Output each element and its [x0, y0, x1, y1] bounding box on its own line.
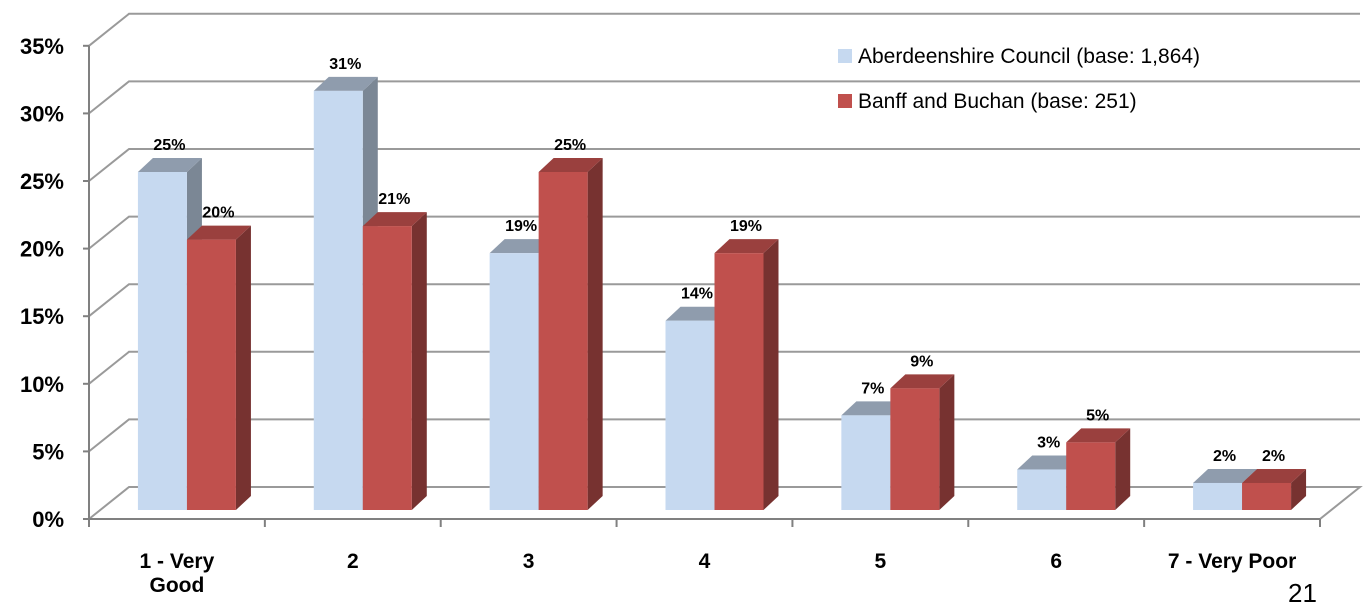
slide-number: 21	[1288, 578, 1317, 608]
bar-top	[137, 158, 202, 172]
bar-top	[714, 239, 779, 254]
bar-top	[362, 212, 427, 227]
gridline	[88, 12, 1360, 47]
x-category-label: 4	[699, 550, 711, 573]
bar-side	[411, 212, 427, 510]
x-category-label: 2	[347, 550, 359, 573]
data-label: 7%	[861, 380, 884, 397]
data-label: 14%	[681, 286, 713, 303]
y-tick-label: 35%	[20, 34, 64, 59]
gridline	[88, 283, 1360, 317]
bar-side	[763, 239, 779, 510]
x-category-label: Good	[150, 574, 205, 597]
bar	[538, 172, 588, 510]
y-tick-label: 30%	[20, 101, 64, 126]
data-label: 20%	[202, 205, 234, 222]
bar-top	[1066, 428, 1131, 443]
x-category-label: 1 - Very	[140, 550, 215, 573]
bars	[137, 76, 1307, 510]
bar	[841, 415, 891, 510]
data-label: 25%	[153, 137, 185, 154]
data-label: 19%	[730, 218, 762, 235]
y-tick-label: 20%	[20, 237, 64, 262]
y-tick-label: 10%	[20, 372, 64, 397]
y-tick-label: 15%	[20, 304, 64, 329]
x-category-label: 3	[523, 550, 535, 573]
data-label: 2%	[1262, 448, 1285, 465]
bar-top	[489, 239, 554, 254]
bar	[186, 239, 236, 510]
x-category-label: 6	[1050, 550, 1062, 573]
bar-top	[1242, 468, 1307, 483]
legend-label: Banff and Buchan (base: 251)	[858, 90, 1137, 113]
axes	[88, 45, 1321, 527]
legend-swatch	[838, 94, 852, 108]
bar-side	[587, 158, 603, 510]
bar	[714, 253, 764, 510]
bar	[362, 226, 412, 510]
bar	[1066, 442, 1116, 510]
legend-label: Aberdeenshire Council (base: 1,864)	[858, 45, 1200, 68]
bar	[1242, 482, 1292, 510]
data-label: 9%	[910, 353, 933, 370]
bar-side	[1291, 468, 1307, 510]
data-label: 31%	[329, 56, 361, 73]
bar	[890, 388, 940, 510]
bar	[1017, 469, 1067, 510]
bar	[137, 172, 187, 510]
data-label: 21%	[378, 191, 410, 208]
bar-side	[1115, 428, 1131, 510]
legend: Aberdeenshire Council (base: 1,864) Banff…	[838, 45, 1200, 113]
bar-side	[939, 374, 955, 510]
x-category-label: 7 - Very Poor	[1168, 550, 1296, 573]
legend-swatch	[838, 49, 852, 63]
bar-top	[1017, 455, 1082, 470]
gridline	[88, 148, 1360, 182]
bar-top	[665, 306, 730, 321]
data-labels: 25% 20% 31% 21% 19% 25% 14% 19% 7% 9% 3% 5% 2% 2%	[153, 56, 1285, 465]
data-label: 5%	[1086, 407, 1109, 424]
bar-top	[538, 158, 603, 172]
y-axis-ticks: 0% 5% 10% 15% 20% 25% 30% 35%	[20, 34, 89, 532]
bar	[1193, 482, 1243, 510]
data-label: 19%	[505, 218, 537, 235]
bar-side	[235, 225, 251, 510]
bar-top	[841, 401, 906, 416]
gridline	[88, 215, 1360, 250]
y-tick-label: 0%	[32, 507, 64, 532]
gridline	[88, 80, 1360, 115]
data-label: 25%	[554, 137, 586, 154]
data-label: 2%	[1213, 448, 1236, 465]
y-tick-label: 25%	[20, 169, 64, 194]
bar-top	[890, 374, 955, 389]
bar	[313, 90, 363, 510]
data-label: 3%	[1037, 434, 1060, 451]
bar-top	[1193, 468, 1258, 483]
bar	[489, 253, 539, 510]
gridline	[88, 350, 1360, 385]
bar	[665, 320, 715, 510]
bar-top	[186, 225, 251, 240]
x-category-label: 5	[875, 550, 887, 573]
bar-top	[313, 76, 378, 91]
y-tick-label: 5%	[32, 439, 64, 464]
